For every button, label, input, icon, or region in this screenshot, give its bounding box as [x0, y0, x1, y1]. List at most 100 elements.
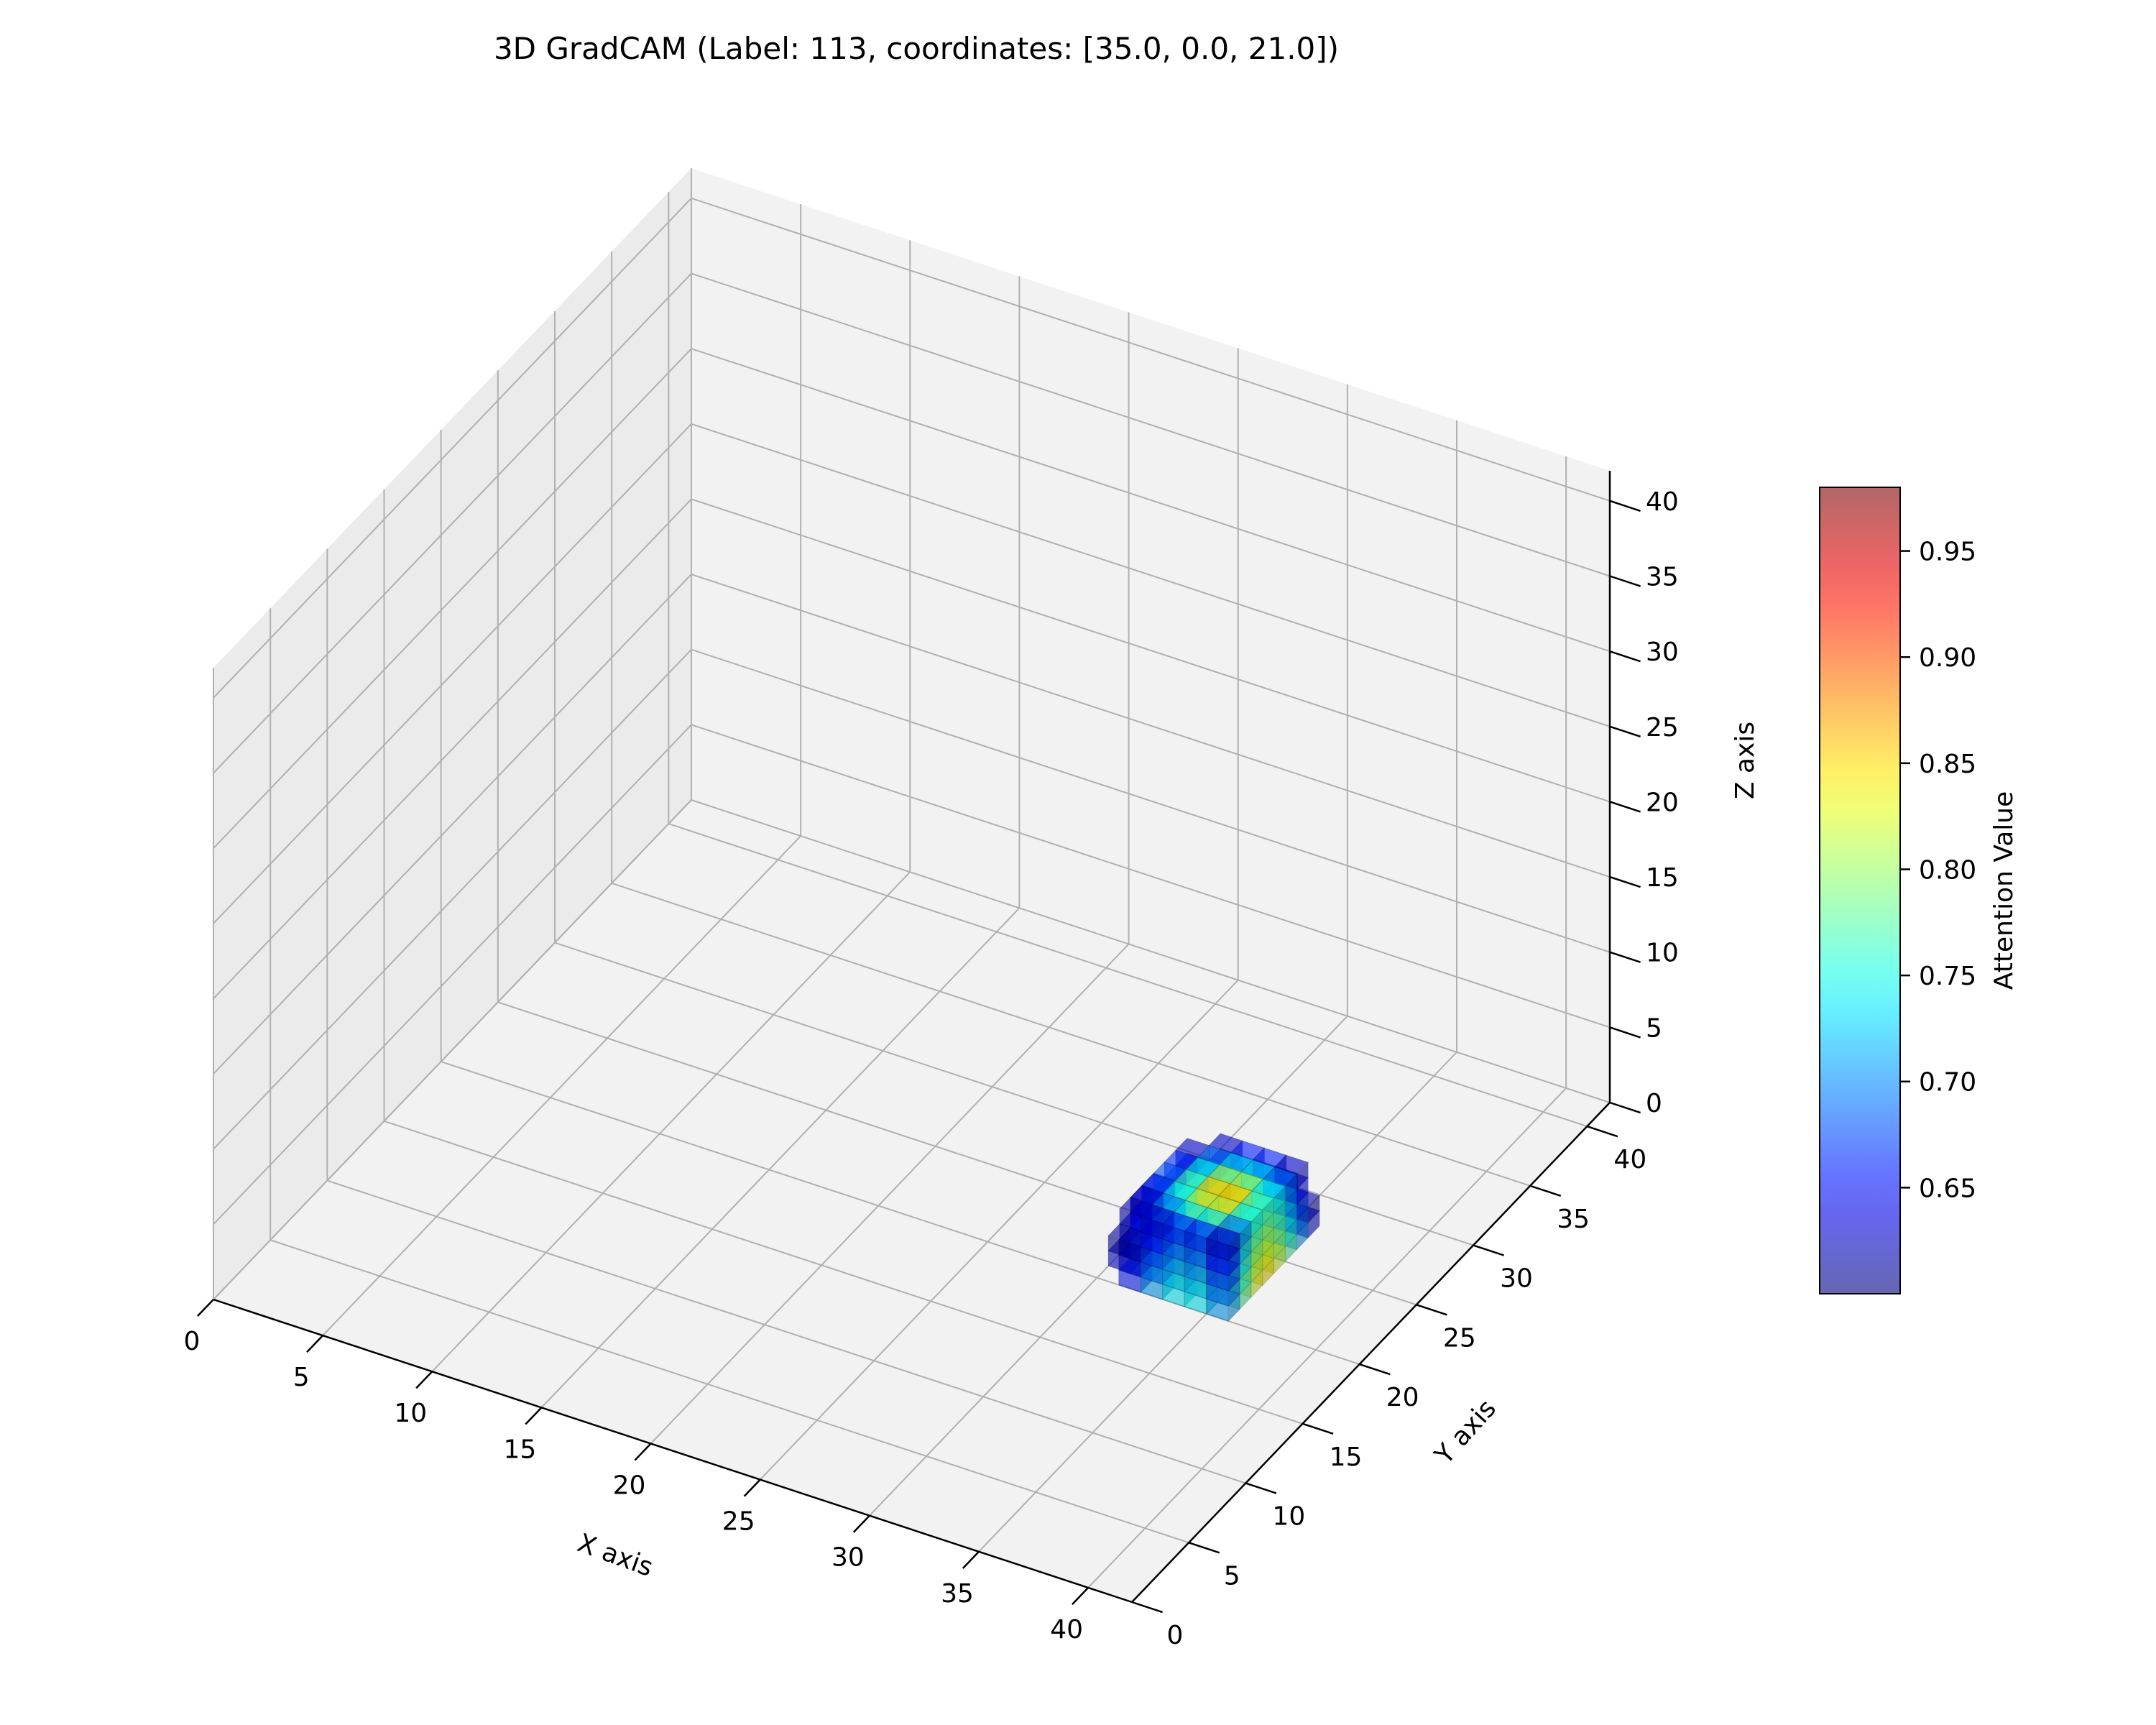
floor-pane: [213, 800, 1610, 1602]
x-tick-label: 40: [1050, 1615, 1083, 1644]
colorbar-tick-label: 0.70: [1919, 1068, 1976, 1098]
grid-line-z-back: [691, 574, 1611, 878]
z-tick: [1609, 725, 1641, 738]
x-tick-label: 10: [394, 1399, 427, 1428]
z-tick-label: 10: [1646, 939, 1679, 968]
colorbar: 0.65 0.70 0.75 0.80 0.85 0.90 0.95 Attention V…: [1819, 487, 2019, 1294]
y-tick-label: 5: [1224, 1561, 1240, 1591]
grid-line-z-wall: [213, 799, 692, 1300]
grid-line-z-back: [691, 648, 1611, 953]
grid-line-z-wall: [213, 498, 692, 1000]
x-tick: [306, 1335, 324, 1353]
y-tick: [1302, 1422, 1334, 1435]
z-tick-label: 15: [1646, 863, 1679, 893]
grid-line-y-floor: [668, 823, 1588, 1128]
y-tick: [1416, 1304, 1447, 1316]
colorbar-tick-label: 0.85: [1919, 750, 1976, 779]
y-tick-label: 40: [1613, 1145, 1646, 1174]
grid-line-z-wall: [213, 272, 692, 774]
x-tick-label: 15: [504, 1435, 537, 1464]
axis-lines: [196, 471, 1641, 1614]
z-axis-label: Z axis: [1731, 722, 1760, 799]
chart-title: 3D GradCAM (Label: 113, coordinates: [35…: [494, 31, 1339, 66]
voxel-top-face: [1205, 1226, 1240, 1246]
grid-line-z-back: [691, 423, 1611, 727]
grid-line-z-wall: [213, 724, 692, 1225]
grid-line-z-back: [691, 724, 1611, 1029]
y-tick-label: 30: [1500, 1264, 1533, 1294]
colorbar-tick-label: 0.65: [1919, 1174, 1976, 1203]
y-tick-label: 15: [1330, 1443, 1363, 1472]
x-tick: [634, 1443, 652, 1461]
grid-line-z-back: [691, 799, 1611, 1103]
colorbar-tick-label: 0.80: [1919, 855, 1976, 885]
x-tick: [743, 1478, 761, 1497]
grid-line-z-wall: [213, 198, 692, 699]
grid-line-z-back: [691, 348, 1611, 653]
grid-line-y-floor: [554, 942, 1474, 1246]
z-tick: [1609, 1026, 1641, 1039]
x-tick-label: 25: [722, 1507, 755, 1537]
y-tick: [1131, 1601, 1163, 1614]
z-tick: [1609, 1101, 1641, 1114]
z-tick: [1609, 500, 1641, 512]
x-tick-label: 20: [613, 1471, 646, 1500]
x-tick-label: 5: [293, 1363, 310, 1392]
y-axis-label: Y axis: [1429, 1394, 1502, 1471]
grid-line-z-back: [691, 498, 1611, 803]
y-tick: [1586, 1125, 1618, 1138]
y-tick-label: 25: [1443, 1323, 1476, 1353]
z-tick: [1609, 575, 1641, 587]
colorbar-tick-label: 0.95: [1919, 538, 1976, 567]
grid-line-y-floor: [327, 1179, 1246, 1484]
y-tick-label: 10: [1272, 1502, 1305, 1532]
z-tick: [1609, 650, 1641, 663]
grid-line-z-back: [691, 272, 1611, 577]
y-tick: [1529, 1184, 1562, 1197]
z-tick-label: 0: [1646, 1089, 1662, 1118]
colorbar-tick-label: 0.75: [1919, 962, 1976, 991]
y-tick: [1188, 1542, 1220, 1554]
z-tick-label: 5: [1646, 1013, 1662, 1043]
x-tick-label: 0: [184, 1327, 201, 1356]
voxel: [1205, 1226, 1240, 1262]
y-tick: [1359, 1363, 1391, 1376]
z-tick-label: 20: [1646, 788, 1679, 817]
y-tick-label: 0: [1167, 1621, 1184, 1650]
x-tick-label: 35: [941, 1579, 974, 1609]
x-tick-label: 30: [831, 1543, 865, 1573]
y-tick-label: 20: [1386, 1383, 1419, 1412]
z-tick-label: 40: [1646, 487, 1679, 517]
z-tick-label: 30: [1646, 638, 1679, 667]
x-tick: [852, 1514, 870, 1533]
z-tick: [1609, 875, 1641, 888]
grid-line-z-wall: [213, 649, 692, 1150]
grid-line-y-floor: [611, 882, 1531, 1187]
grid-line-z-wall: [213, 574, 692, 1075]
x-tick: [1072, 1587, 1089, 1605]
z-tick: [1609, 951, 1641, 963]
y-tick: [1473, 1244, 1504, 1256]
voxel: [1161, 1212, 1197, 1248]
grid-line-y-floor: [384, 1120, 1303, 1425]
grid-line-y-floor: [270, 1239, 1189, 1544]
grid-line-z-wall: [213, 423, 692, 924]
x-axis-label: X axis: [573, 1528, 657, 1583]
y-tick-label: 35: [1557, 1205, 1590, 1234]
grid-line-z-back: [691, 197, 1611, 502]
grid-line-z-wall: [213, 348, 692, 849]
left-wall-pane: [213, 168, 691, 1300]
colorbar-ticks: 0.65 0.70 0.75 0.80 0.85 0.90 0.95: [1900, 538, 1976, 1203]
z-tick-label: 35: [1646, 563, 1679, 592]
colorbar-tick-label: 0.90: [1919, 643, 1976, 673]
colorbar-label: Attention Value: [1989, 791, 2019, 990]
y-tick: [1245, 1482, 1277, 1494]
axes-panes: [213, 168, 1610, 1602]
x-tick: [962, 1550, 980, 1569]
z-tick-label: 25: [1646, 713, 1679, 742]
x-tick: [196, 1299, 214, 1317]
back-wall-pane: [691, 168, 1610, 1103]
colorbar-gradient: [1819, 487, 1901, 1294]
